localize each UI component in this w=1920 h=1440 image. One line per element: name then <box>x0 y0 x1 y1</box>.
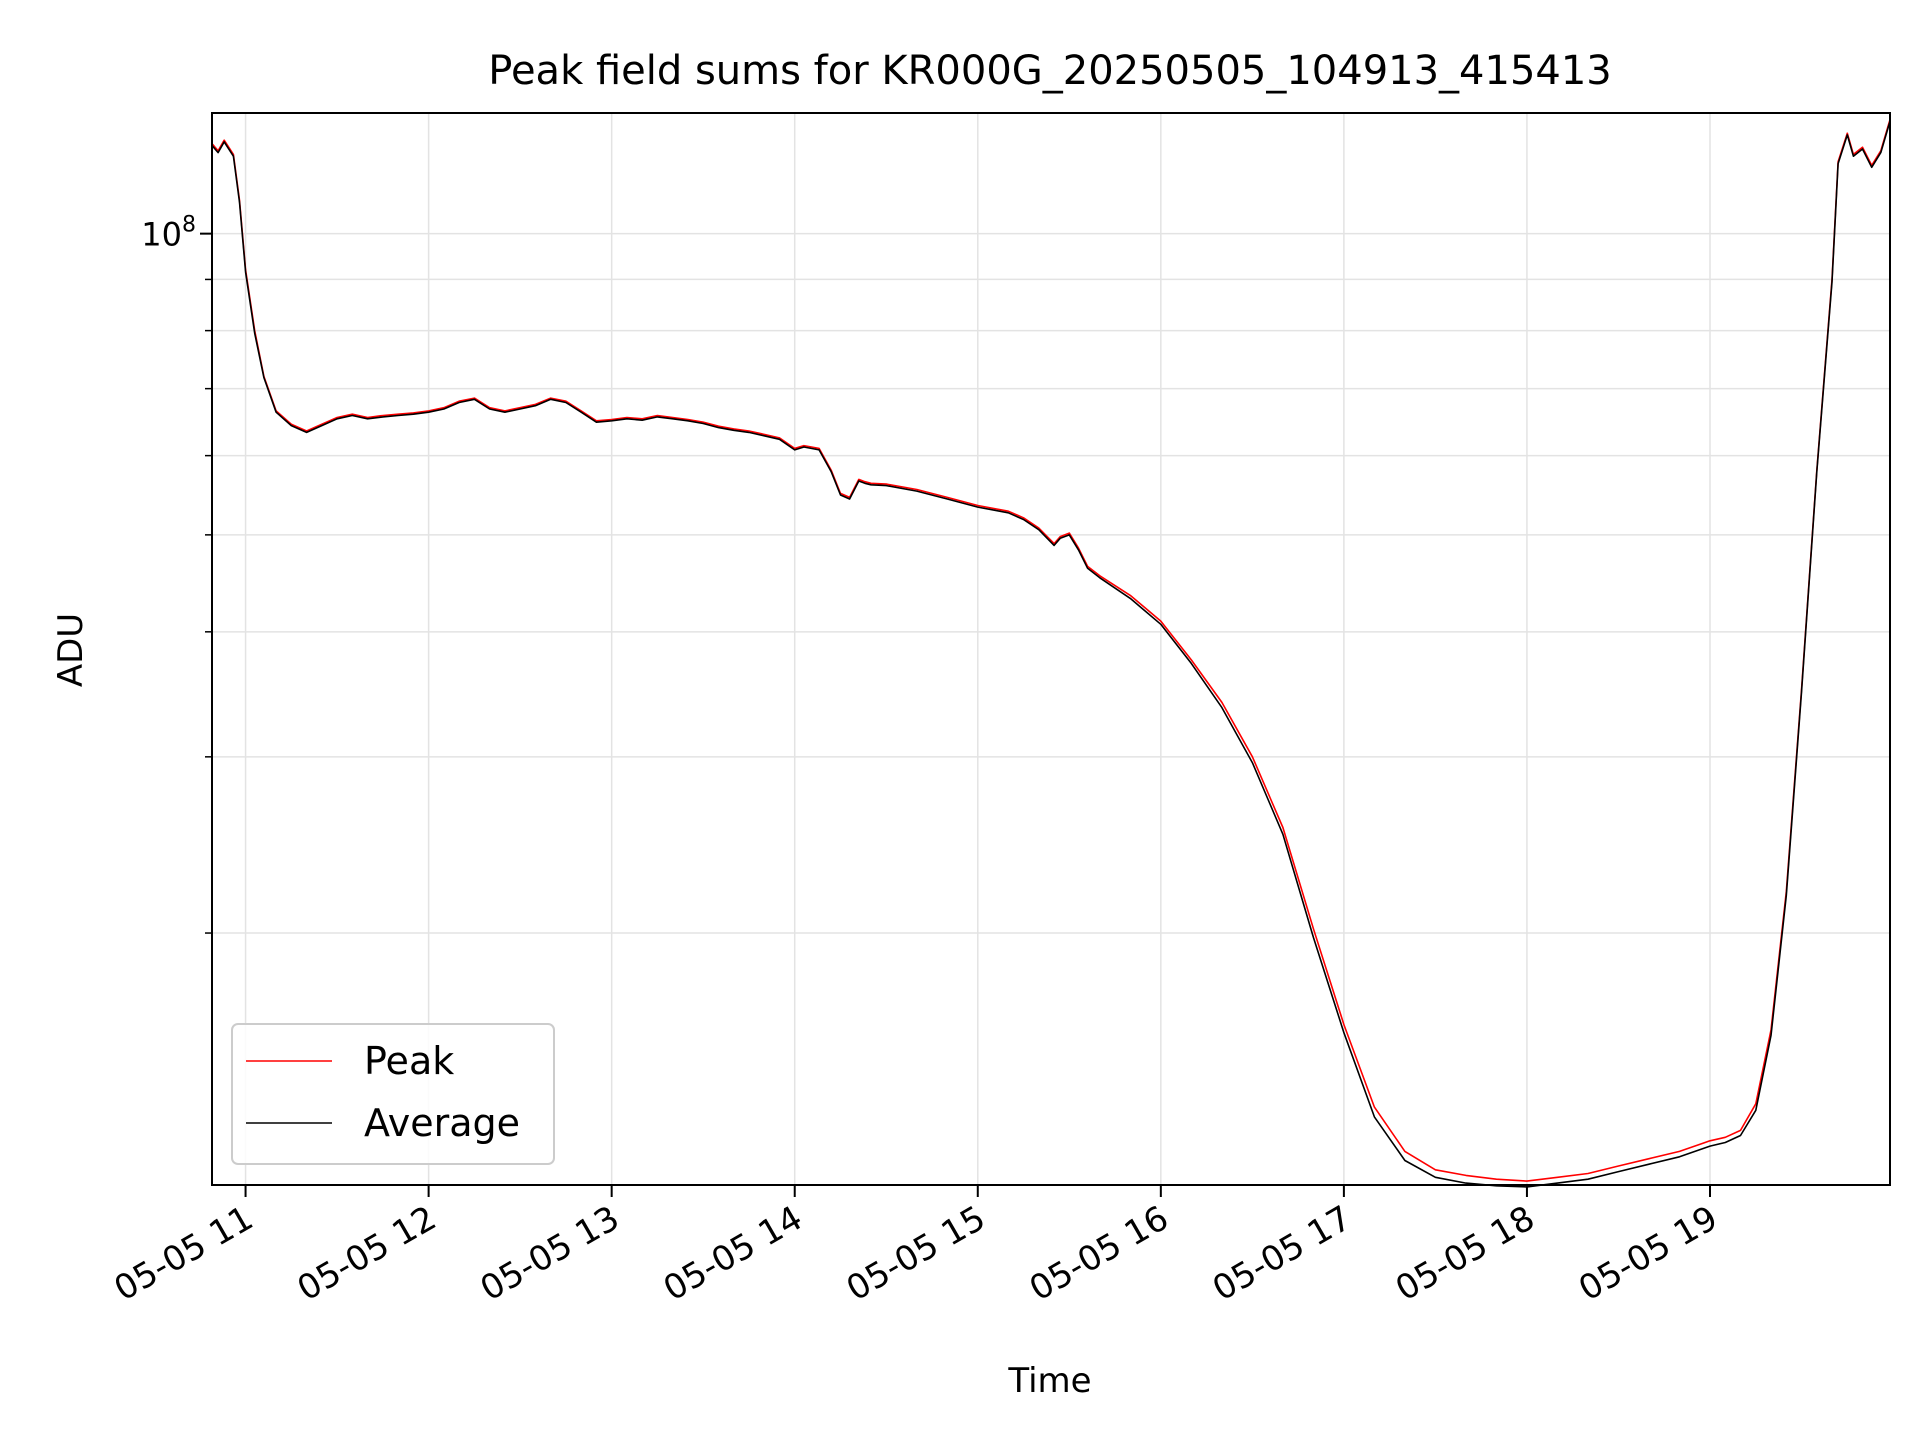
y-axis: 108 <box>141 213 212 934</box>
x-axis: 05-05 11 05-05 12 05-05 13 05-05 14 05-05 15… <box>108 1185 1724 1309</box>
x-tick-label: 05-05 17 <box>1206 1198 1358 1309</box>
plot-lines <box>211 119 1891 1188</box>
series-line-peak <box>211 119 1891 1182</box>
y-tick-label: 108 <box>141 213 196 254</box>
x-tick-label: 05-05 16 <box>1023 1198 1175 1309</box>
x-tick-label: 05-05 13 <box>474 1198 626 1309</box>
legend: Peak Average <box>231 1023 555 1165</box>
grid <box>212 113 1890 1185</box>
series-line-average <box>211 121 1891 1188</box>
y-axis-label: ADU <box>51 613 91 687</box>
chart-title: Peak field sums for KR000G_20250505_1049… <box>488 48 1612 94</box>
legend-label-average: Average <box>364 1101 520 1145</box>
legend-box <box>231 1023 555 1165</box>
x-axis-label: Time <box>1007 1361 1091 1401</box>
legend-label-peak: Peak <box>364 1039 454 1083</box>
x-tick-label: 05-05 15 <box>840 1198 992 1309</box>
x-tick-label: 05-05 14 <box>657 1198 809 1309</box>
plot-frame <box>211 112 1891 1186</box>
x-tick-label: 05-05 19 <box>1572 1198 1724 1309</box>
x-tick-label: 05-05 12 <box>291 1198 443 1309</box>
x-tick-label: 05-05 18 <box>1389 1198 1541 1309</box>
x-tick-label: 05-05 11 <box>108 1198 260 1309</box>
